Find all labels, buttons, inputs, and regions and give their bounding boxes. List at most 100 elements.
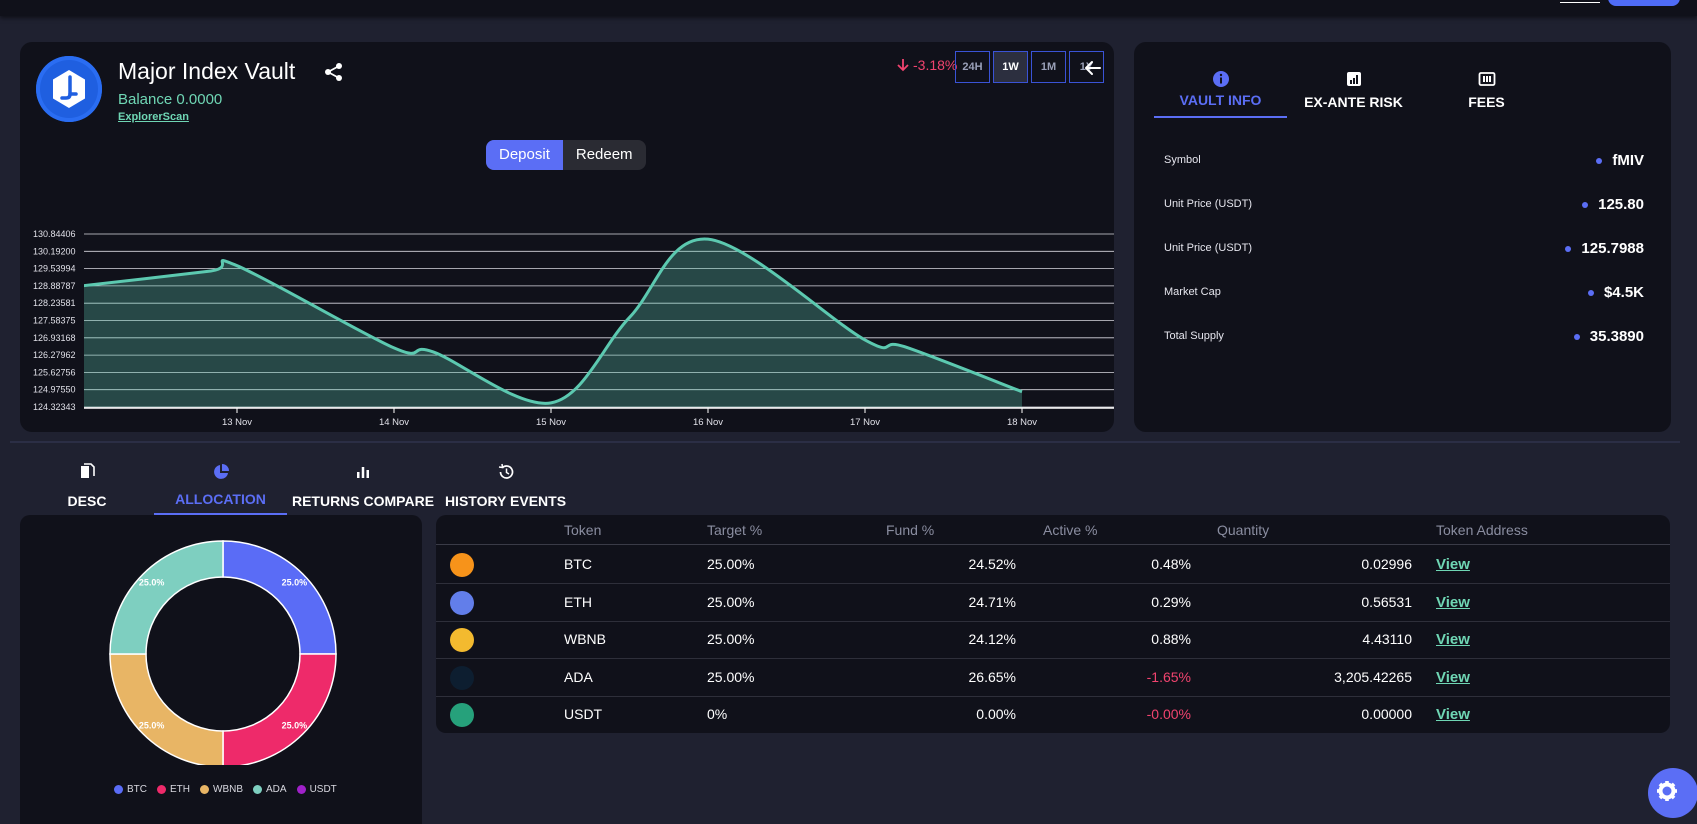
tab-vault-info[interactable]: VAULT INFO <box>1154 70 1287 118</box>
view-address-link[interactable]: View <box>1436 631 1470 648</box>
tab-fees[interactable]: FEES <box>1420 70 1553 118</box>
info-row-total-supply: Total Supply 35.3890 <box>1164 328 1644 348</box>
view-address-link[interactable]: View <box>1436 593 1470 611</box>
deposit-redeem-toggle: Deposit Redeem <box>486 140 646 170</box>
bar-chart-icon <box>1346 72 1361 86</box>
donut-slice-ada[interactable] <box>109 540 224 655</box>
info-label: Unit Price (USDT) <box>1164 242 1253 254</box>
vault-info-panel: VAULT INFO EX-ANTE RISK FEES Symbol fMIV <box>1134 42 1671 432</box>
history-icon <box>498 463 513 479</box>
legend-item-ada[interactable]: ADA <box>253 784 287 795</box>
cell-token: ADA <box>564 668 593 685</box>
unit-price-precise-value: 125.7988 <box>1581 240 1644 257</box>
allocation-table: Token Target % Fund % Active % Quantity … <box>436 515 1670 733</box>
range-1m-button[interactable]: 1M <box>1031 51 1066 83</box>
tab-allocation-label: ALLOCATION <box>175 491 266 507</box>
cell-target: 25.00% <box>707 556 755 572</box>
info-label: Symbol <box>1164 154 1201 166</box>
x-tick-label: 14 Nov <box>379 417 409 428</box>
vault-title: Major Index Vault <box>118 58 296 84</box>
price-area <box>84 239 1022 407</box>
view-address-link[interactable]: View <box>1436 556 1470 573</box>
back-arrow-icon[interactable] <box>1083 58 1103 78</box>
cell-target: 25.00% <box>707 631 755 647</box>
cell-quantity: 0.56531 <box>1361 593 1412 610</box>
view-address-link[interactable]: View <box>1436 706 1470 723</box>
slice-label: 25.0% <box>139 720 165 730</box>
tab-history-events[interactable]: HISTORY EVENTS <box>439 459 572 515</box>
bullet-icon <box>1573 333 1580 340</box>
time-range-selector: 24H 1W 1M 1Y <box>955 51 1104 83</box>
tab-returns-compare[interactable]: RETURNS COMPARE <box>287 459 439 515</box>
eth-icon <box>450 590 474 615</box>
y-tick-label: 125.62756 <box>33 367 76 377</box>
tab-ex-ante-risk[interactable]: EX-ANTE RISK <box>1287 70 1420 118</box>
table-row: ETH 25.00% 24.71% 0.29% 0.56531 View <box>436 584 1670 622</box>
tab-history-events-label: HISTORY EVENTS <box>444 493 567 509</box>
vault-chart-panel: Major Index Vault Balance 0.0000 Explore… <box>20 42 1114 432</box>
cell-active: -1.65% <box>1146 668 1191 685</box>
x-tick-label: 13 Nov <box>222 417 252 428</box>
legend-swatch <box>253 785 262 794</box>
tab-returns-compare-label: RETURNS COMPARE <box>291 493 435 509</box>
legend-item-usdt[interactable]: USDT <box>296 784 337 795</box>
info-row-symbol: Symbol fMIV <box>1164 152 1644 172</box>
receipt-icon <box>1478 72 1495 86</box>
range-24h-button[interactable]: 24H <box>955 51 990 83</box>
donut-slice-btc[interactable] <box>222 540 337 655</box>
pie-chart-icon <box>213 464 229 479</box>
deposit-button[interactable]: Deposit <box>486 140 563 170</box>
gear-icon <box>1657 781 1677 801</box>
cell-fund: 0.00% <box>976 706 1016 722</box>
bullet-icon <box>1565 245 1572 252</box>
donut-slices: 25.0% 25.0% 25.0% 25.0% <box>109 540 337 765</box>
bullet-icon <box>1582 201 1589 208</box>
cell-quantity: 4.43110 <box>1362 631 1412 647</box>
view-address-link[interactable]: View <box>1436 668 1470 686</box>
top-action-button[interactable] <box>1608 0 1680 6</box>
legend-label: USDT <box>309 784 337 795</box>
range-1w-button[interactable]: 1W <box>993 51 1028 83</box>
legend-swatch <box>157 785 166 794</box>
y-tick-label: 124.97550 <box>33 385 76 395</box>
tab-desc[interactable]: DESC <box>20 459 154 515</box>
tab-allocation[interactable]: ALLOCATION <box>154 459 287 515</box>
settings-button[interactable] <box>1648 768 1697 818</box>
x-tick-label: 17 Nov <box>850 417 880 428</box>
cell-token: USDT <box>564 706 603 722</box>
info-value: 125.80 <box>1582 196 1644 213</box>
cell-target: 25.00% <box>707 668 755 685</box>
tab-vault-info-label: VAULT INFO <box>1179 92 1262 108</box>
price-change-value: -3.18% <box>913 57 958 73</box>
y-tick-label: 128.23581 <box>33 298 76 308</box>
usdt-icon <box>450 703 474 727</box>
vault-logo <box>36 56 102 122</box>
x-axis: 13 Nov 14 Nov 15 Nov 16 Nov 17 Nov 18 Nov <box>84 407 1114 428</box>
donut-slice-wbnb[interactable] <box>109 653 224 765</box>
legend-item-eth[interactable]: ETH <box>157 784 190 795</box>
cell-quantity: 0.00000 <box>1361 706 1412 722</box>
x-tick-label: 16 Nov <box>693 417 723 428</box>
allocation-donut-chart: 25.0% 25.0% 25.0% 25.0% <box>109 540 337 765</box>
legend-swatch <box>114 785 123 794</box>
cell-quantity: 3,205.42265 <box>1334 668 1412 685</box>
redeem-button[interactable]: Redeem <box>575 146 633 163</box>
donut-slice-eth[interactable] <box>222 653 337 765</box>
y-tick-label: 124.32343 <box>33 402 76 412</box>
top-link[interactable] <box>1560 0 1600 3</box>
cell-fund: 26.65% <box>968 668 1016 685</box>
explorer-link[interactable]: ExplorerScan <box>118 111 189 123</box>
info-value: 35.3890 <box>1573 328 1644 345</box>
legend-label: BTC <box>127 784 147 795</box>
donut-legend: BTC ETH WBNB ADA USDT <box>114 784 337 795</box>
y-tick-label: 130.84406 <box>33 229 76 239</box>
share-icon[interactable] <box>323 61 345 83</box>
legend-label: ETH <box>170 784 190 795</box>
bullet-icon <box>1587 289 1594 296</box>
slice-label: 25.0% <box>139 578 165 588</box>
price-change: -3.18% <box>896 57 957 73</box>
wbnb-icon <box>450 628 474 652</box>
legend-label: ADA <box>266 784 287 795</box>
legend-item-wbnb[interactable]: WBNB <box>200 784 243 795</box>
legend-item-btc[interactable]: BTC <box>114 784 147 795</box>
